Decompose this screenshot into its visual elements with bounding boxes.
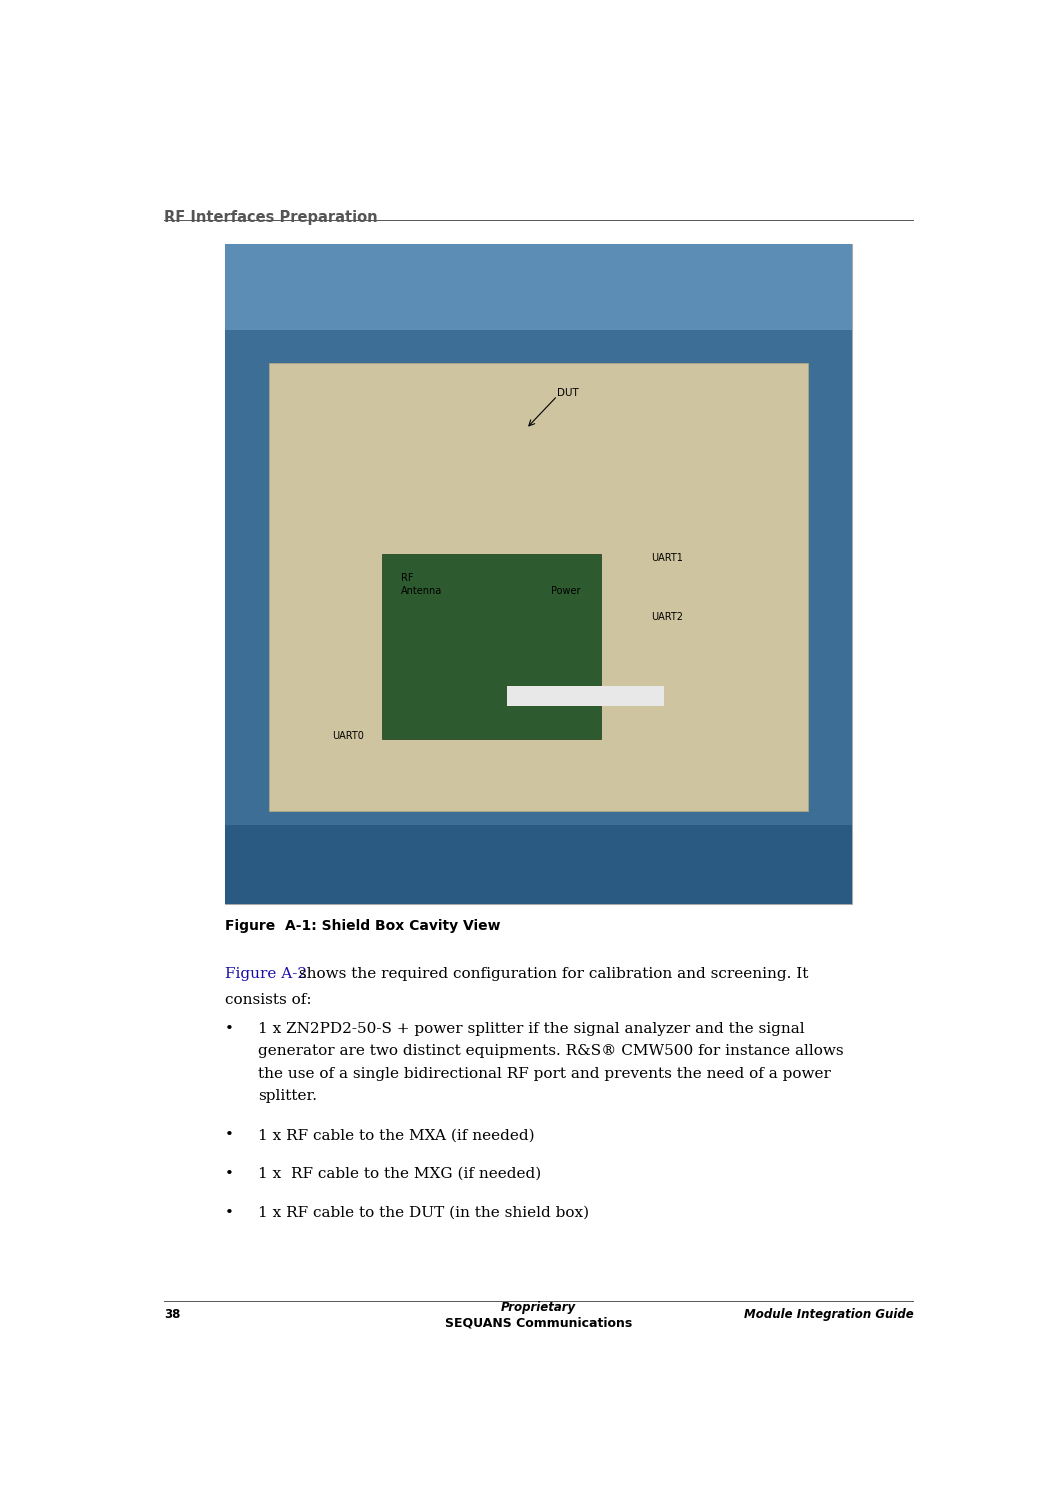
Text: RF Interfaces Preparation: RF Interfaces Preparation [164,210,377,225]
Text: 1 x RF cable to the MXA (if needed): 1 x RF cable to the MXA (if needed) [257,1129,534,1142]
Text: 1 x ZN2PD2-50-S + power splitter if the signal analyzer and the signal: 1 x ZN2PD2-50-S + power splitter if the … [257,1022,804,1036]
Text: 38: 38 [164,1308,181,1321]
Text: UART1: UART1 [652,553,683,562]
Text: splitter.: splitter. [257,1090,316,1103]
FancyBboxPatch shape [225,243,852,903]
Text: generator are two distinct equipments. R&S® CMW500 for instance allows: generator are two distinct equipments. R… [257,1045,843,1058]
Text: 1 x RF cable to the DUT (in the shield box): 1 x RF cable to the DUT (in the shield b… [257,1205,589,1220]
Text: •: • [225,1205,234,1220]
Text: UART0: UART0 [332,730,364,741]
FancyBboxPatch shape [382,555,601,739]
Text: consists of:: consists of: [225,993,312,1007]
Text: Figure  A-1: Shield Box Cavity View: Figure A-1: Shield Box Cavity View [225,918,500,933]
Text: SEQUANS Communications: SEQUANS Communications [445,1317,633,1329]
FancyBboxPatch shape [225,329,852,831]
Text: •: • [225,1022,234,1036]
Text: •: • [225,1129,234,1142]
Text: Power: Power [551,586,581,595]
Text: the use of a single bidirectional RF port and prevents the need of a power: the use of a single bidirectional RF por… [257,1067,830,1081]
Text: UART2: UART2 [652,612,683,622]
Text: •: • [225,1166,234,1181]
Text: RF
Antenna: RF Antenna [400,573,441,595]
Text: DUT: DUT [557,388,579,398]
Text: shows the required configuration for calibration and screening. It: shows the required configuration for cal… [294,968,808,981]
FancyBboxPatch shape [225,243,852,329]
FancyBboxPatch shape [225,825,852,903]
Text: Proprietary: Proprietary [501,1302,576,1314]
FancyBboxPatch shape [269,362,808,812]
FancyBboxPatch shape [508,685,664,706]
Text: 1 x  RF cable to the MXG (if needed): 1 x RF cable to the MXG (if needed) [257,1166,541,1181]
Text: Figure A-2: Figure A-2 [225,968,307,981]
Text: Module Integration Guide: Module Integration Guide [743,1308,913,1321]
